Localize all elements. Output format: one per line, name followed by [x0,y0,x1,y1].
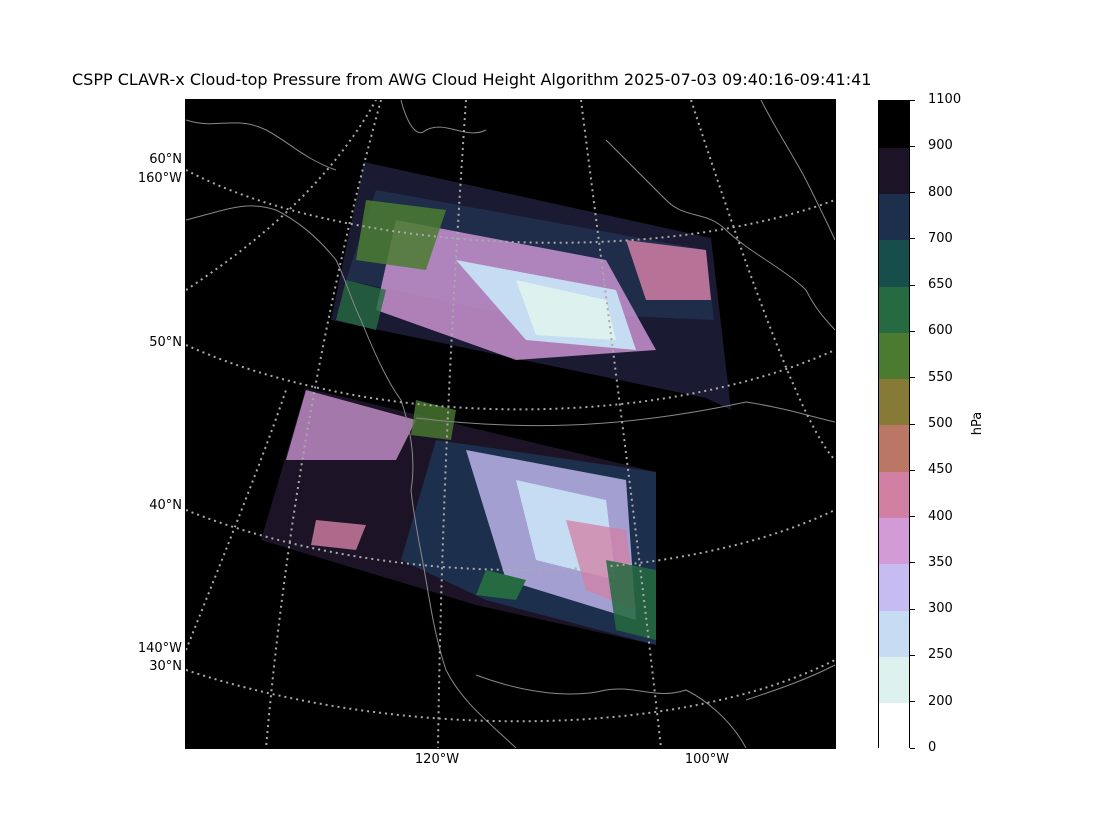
colorbar [878,100,910,750]
colorbar-tick-mark [910,145,915,147]
colorbar-tick-mark [910,284,915,286]
colorbar-segment [879,239,909,287]
lat-label-50n: 50°N [149,335,182,350]
colorbar-segment [879,656,909,704]
colorbar-tick-mark [910,99,915,101]
colorbar-tick-label: 700 [928,230,953,246]
colorbar-segment [879,101,909,148]
lon-label-140w: 140°W [137,641,182,656]
colorbar-segment [879,471,909,519]
lon-label-160w: 160°W [137,171,182,186]
satellite-swath-south [261,388,656,645]
colorbar-tick-label: 200 [928,693,953,709]
colorbar-tick-mark [910,330,915,332]
colorbar-tick-label: 400 [928,508,953,524]
colorbar-tick-mark [910,238,915,240]
colorbar-segment [879,517,909,565]
colorbar-tick-label: 600 [928,323,953,339]
colorbar-tick-mark [910,701,915,703]
colorbar-segment [879,702,909,750]
colorbar-segment [879,378,909,426]
colorbar-tick-label: 350 [928,554,953,570]
map-canvas [186,100,835,748]
graticule [186,100,835,748]
colorbar-tick-label: 900 [928,138,953,154]
colorbar-tick-mark [910,423,915,425]
lat-label-60n: 60°N [149,152,182,167]
colorbar-tick-label: 300 [928,601,953,617]
colorbar-segment [879,332,909,380]
colorbar-tick-label: 550 [928,369,953,385]
lon-label-120w: 120°W [414,752,460,767]
coastlines [186,100,835,748]
lat-label-40n: 40°N [149,498,182,513]
colorbar-tick-label: 650 [928,277,953,293]
colorbar-tick-label: 450 [928,462,953,478]
colorbar-tick-mark [910,654,915,656]
colorbar-tick-mark [910,192,915,194]
colorbar-tick-label: 800 [928,184,953,200]
colorbar-segment [879,425,909,472]
colorbar-tick-mark [910,516,915,518]
lon-label-100w: 100°W [684,752,730,767]
colorbar-segment [879,286,909,333]
colorbar-tick-label: 500 [928,416,953,431]
colorbar-segment [879,147,909,195]
colorbar-tick-mark [910,469,915,471]
colorbar-tick-mark [910,608,915,610]
colorbar-segment [879,563,909,611]
colorbar-tick-label: 1100 [928,92,962,107]
colorbar-tick-mark [910,747,915,749]
map-title: CSPP CLAVR-x Cloud-top Pressure from AWG… [72,70,872,89]
colorbar-tick-label: 0 [928,740,937,755]
colorbar-segment [879,193,909,241]
colorbar-segment [879,610,909,657]
colorbar-tick-label: 250 [928,647,953,663]
map-area [185,99,836,749]
satellite-swath-north [331,162,731,410]
colorbar-tick-mark [910,562,915,564]
lat-label-30n: 30°N [149,659,182,674]
colorbar-tick-mark [910,377,915,379]
colorbar-unit-label: hPa [970,411,986,436]
